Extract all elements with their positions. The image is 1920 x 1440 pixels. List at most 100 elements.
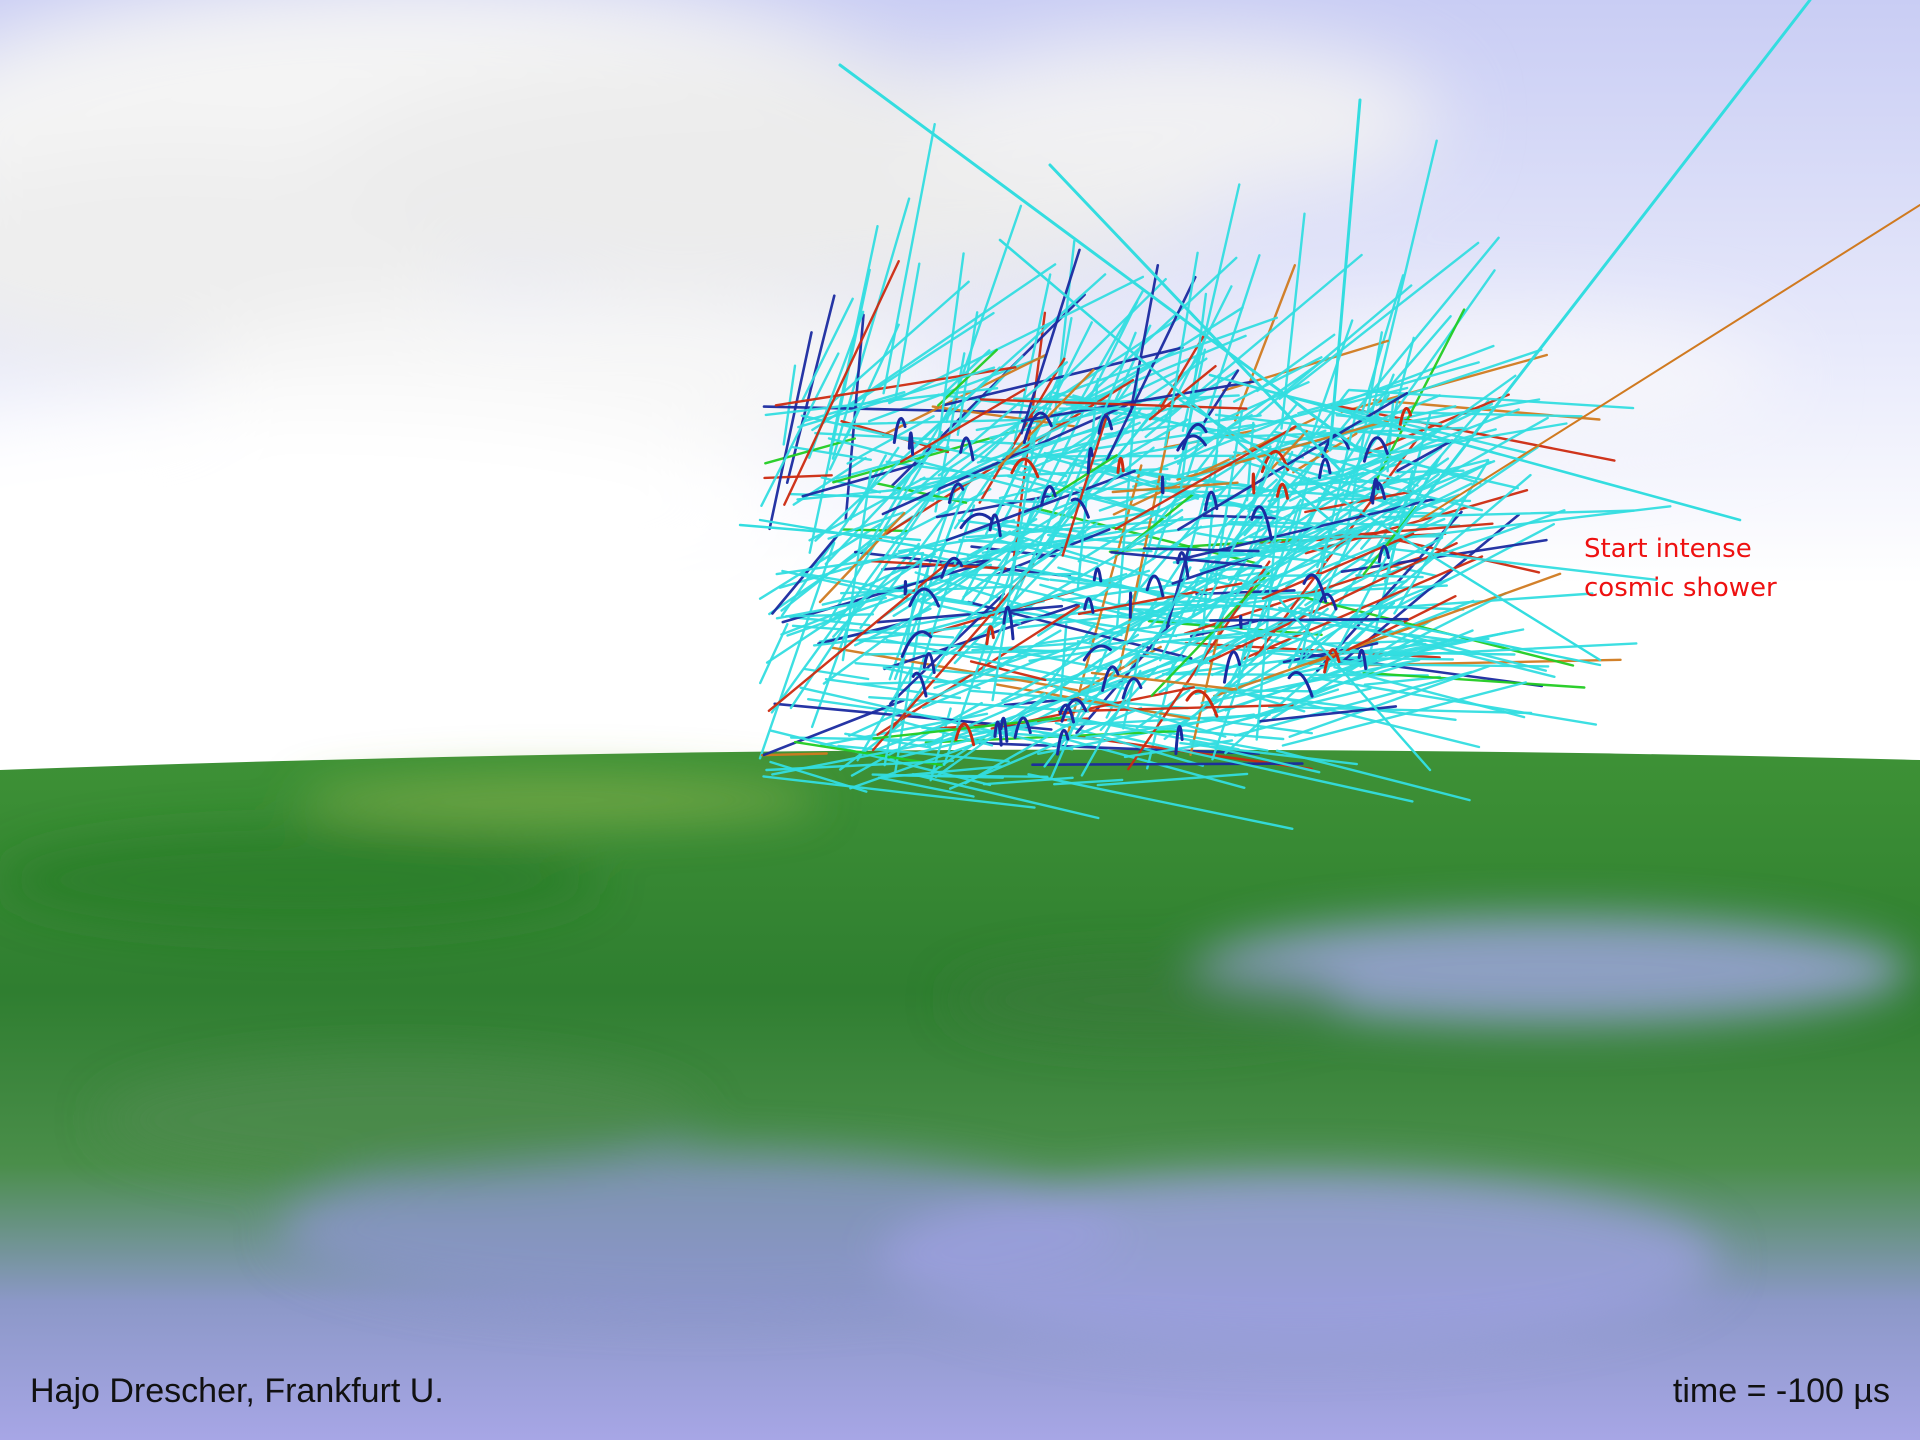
particle-track: [1070, 497, 1090, 519]
particle-track: [1281, 681, 1528, 747]
particle-track: [1223, 478, 1278, 528]
particle-track: [1297, 361, 1480, 415]
particle-track: [831, 197, 911, 460]
particle-track: [1045, 316, 1279, 401]
particle-track: [837, 744, 1010, 763]
particle-track: [1377, 544, 1390, 563]
particle-track: [1365, 631, 1508, 665]
particle-track: [1358, 416, 1549, 525]
particle-track: [1174, 725, 1184, 756]
particle-track: [1396, 439, 1454, 473]
particle-track: [1258, 705, 1398, 723]
particle-track: [911, 671, 928, 698]
particle-track: [941, 346, 1184, 407]
particle-track: [1150, 566, 1192, 651]
particle-track: [1321, 433, 1350, 459]
particle-track: [775, 551, 925, 576]
particle-track: [1203, 369, 1240, 423]
particle-track: [1176, 551, 1190, 578]
particle-track: [1233, 670, 1473, 737]
particle-track: [1178, 398, 1602, 662]
particle-track: [1096, 772, 1249, 787]
particle-track: [985, 625, 995, 646]
particle-track: [868, 696, 1090, 713]
particle-track: [877, 776, 975, 798]
particle-track: [1129, 263, 1160, 414]
particle-track: [1011, 487, 1225, 562]
particle-track: [904, 361, 1069, 501]
particle-track: [1020, 248, 1081, 435]
particle-track: [1362, 436, 1389, 463]
particle-track: [1223, 650, 1242, 684]
particle-track: [985, 321, 1094, 536]
particle-track: [1328, 98, 1362, 452]
particle-track: [1111, 481, 1239, 494]
particle-track: [1278, 241, 1480, 400]
particle-track: [1076, 605, 1154, 612]
particle-track: [953, 443, 1014, 530]
particle-track: [892, 416, 907, 444]
particle-track: [987, 532, 1019, 604]
particle-track: [927, 466, 1006, 499]
particle-track: [1101, 665, 1120, 692]
particle-track: [1288, 664, 1491, 738]
particle-track: [1122, 655, 1140, 730]
particle-track: [993, 720, 1003, 747]
particle-track: [797, 366, 996, 429]
particle-track: [762, 699, 905, 757]
particle-track: [959, 512, 993, 530]
particle-track: [1160, 730, 1269, 752]
particle-track: [1176, 418, 1392, 481]
particle-track: [1099, 665, 1159, 732]
particle-track: [1251, 472, 1256, 495]
particle-track: [1116, 456, 1125, 474]
particle-track: [828, 280, 970, 406]
particle-track: [956, 311, 979, 436]
particle-track: [1333, 666, 1526, 719]
particle-track: [936, 252, 965, 449]
particle-track: [1335, 414, 1443, 426]
particle-track: [788, 492, 1042, 504]
particle-track: [760, 752, 828, 757]
particle-track: [1182, 685, 1457, 721]
particle-track: [911, 773, 1100, 820]
particle-track: [832, 430, 1016, 484]
particle-track: [1115, 593, 1330, 607]
particle-track: [1185, 689, 1219, 718]
particle-track: [988, 513, 1002, 538]
particle-track: [771, 721, 1038, 776]
particle-track: [1255, 484, 1282, 741]
particle-track: [1250, 505, 1273, 541]
particle-track: [1048, 331, 1137, 549]
particle-track: [1181, 422, 1208, 451]
particle-track: [1044, 454, 1237, 458]
particle-track: [999, 624, 1250, 660]
particle-track: [1124, 402, 1299, 607]
particle-track: [767, 560, 950, 712]
particle-track: [1247, 432, 1284, 513]
particle-track: [1044, 623, 1096, 689]
particle-tracks: [738, 0, 1920, 830]
particle-track: [897, 509, 1163, 553]
particle-track: [1377, 457, 1450, 508]
particle-track: [1173, 413, 1253, 460]
particle-track: [979, 398, 1248, 410]
particle-track: [1327, 595, 1457, 661]
particle-track: [1191, 445, 1272, 617]
particle-track: [1022, 411, 1053, 444]
particle-track: [1049, 636, 1114, 781]
particle-track: [811, 311, 995, 432]
particle-track: [1368, 315, 1452, 412]
particle-track: [768, 331, 813, 531]
particle-track: [908, 587, 941, 608]
particle-track: [1077, 435, 1284, 563]
particle-track: [1007, 475, 1167, 519]
particle-track: [1419, 204, 1920, 521]
particle-track: [838, 63, 1362, 452]
particle-track: [1322, 469, 1484, 512]
particle-track: [1082, 644, 1112, 662]
particle-track: [1318, 457, 1332, 480]
particle-track: [1320, 408, 1433, 438]
particle-track: [1216, 658, 1378, 714]
